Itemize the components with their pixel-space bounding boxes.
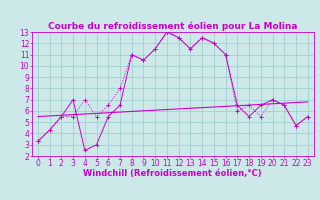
X-axis label: Windchill (Refroidissement éolien,°C): Windchill (Refroidissement éolien,°C) — [84, 169, 262, 178]
Title: Courbe du refroidissement éolien pour La Molina: Courbe du refroidissement éolien pour La… — [48, 22, 298, 31]
